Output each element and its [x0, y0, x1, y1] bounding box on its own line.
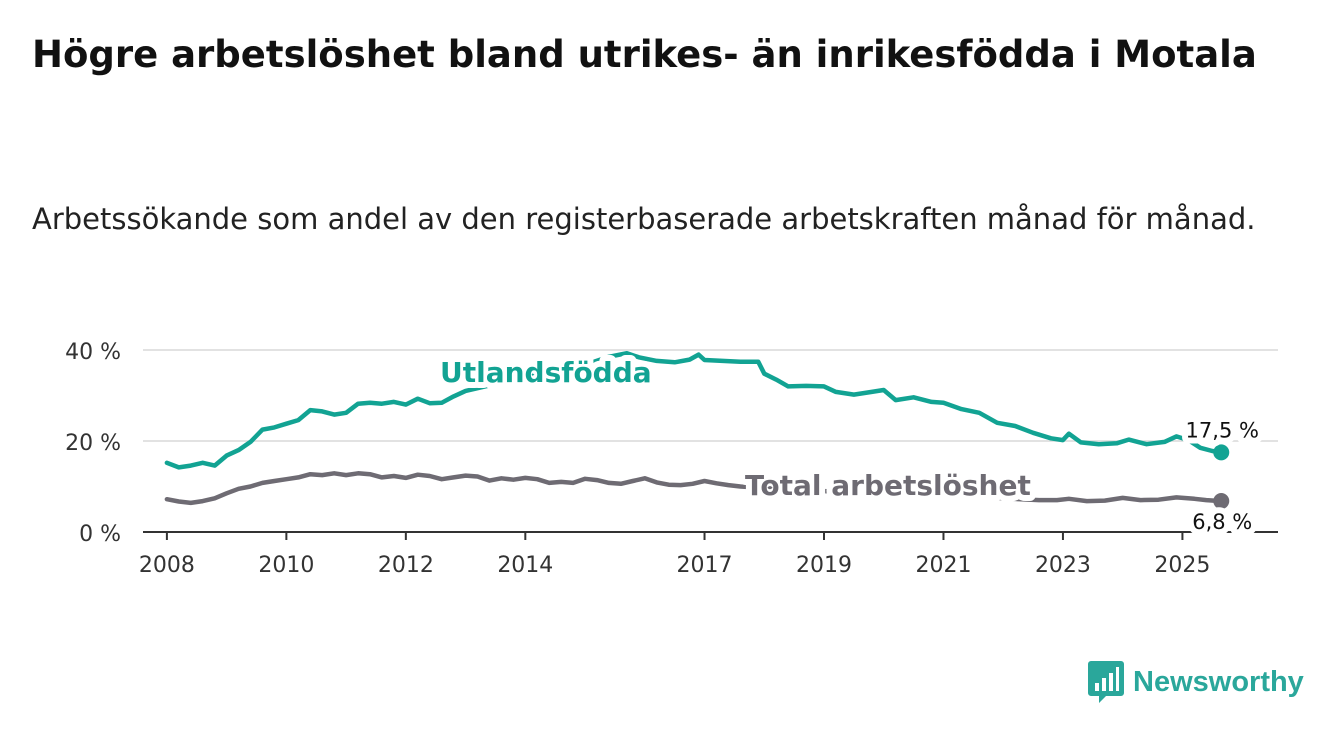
y-tick-label: 20 % — [65, 431, 121, 456]
x-tick-label: 2021 — [915, 553, 971, 578]
line-chart: 0 % 20 % 40 % 2008 2010 2012 2014 2017 2019 2021 2… — [65, 340, 1278, 578]
bar-chart-speech-bubble-icon — [1088, 661, 1124, 703]
x-tick-label: 2017 — [677, 553, 733, 578]
end-marker-utlandsfodda — [1213, 444, 1230, 461]
end-label-utlandsfodda: 17,5 % — [1186, 418, 1259, 442]
series-label-utlandsfodda: Utlandsfödda — [440, 356, 652, 389]
newsworthy-logo: Newsworthy — [1088, 661, 1304, 703]
brand-name: Newsworthy — [1133, 666, 1304, 698]
x-tick-label: 2025 — [1154, 553, 1210, 578]
series-line-total — [164, 471, 1224, 506]
end-label-total: 6,8 % — [1192, 510, 1252, 534]
x-tick-label: 2012 — [378, 553, 434, 578]
series-label-total: Total arbetslöshet — [745, 469, 1031, 502]
x-tick-label: 2023 — [1035, 553, 1091, 578]
x-tick-label: 2010 — [258, 553, 314, 578]
chart-title: Högre arbetslöshet bland utrikes- än inr… — [32, 33, 1257, 76]
x-tick-label: 2014 — [497, 553, 553, 578]
end-marker-total — [1213, 493, 1230, 510]
series-line-utlandsfodda — [164, 350, 1224, 470]
y-tick-label: 40 % — [65, 340, 121, 365]
x-tick-label: 2008 — [139, 553, 195, 578]
x-tick-label: 2019 — [796, 553, 852, 578]
y-tick-label: 0 % — [79, 522, 121, 547]
chart-subtitle: Arbetssökande som andel av den registerb… — [32, 202, 1256, 236]
